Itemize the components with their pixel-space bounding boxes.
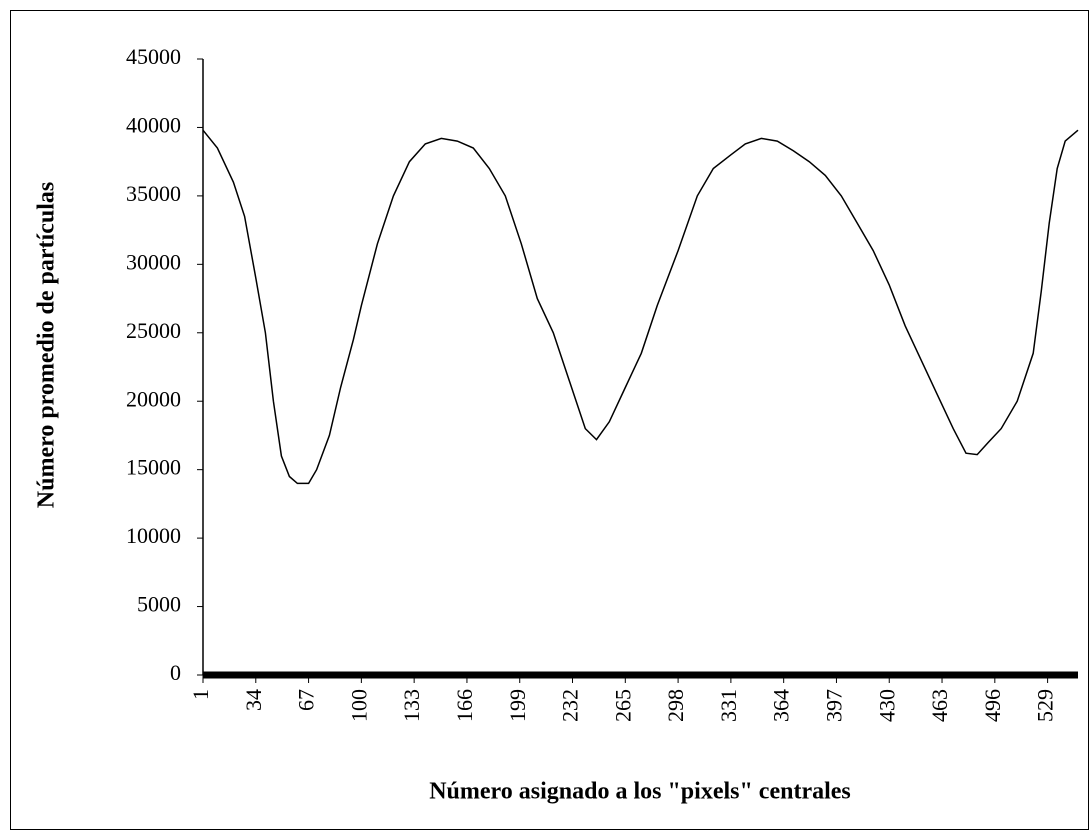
y-tick-label: 20000	[126, 386, 181, 411]
y-tick-label: 45000	[126, 44, 181, 69]
x-tick-label: 133	[399, 689, 424, 722]
x-tick-label: 1	[188, 689, 213, 700]
y-tick-label: 0	[170, 660, 181, 685]
x-tick-label: 331	[716, 689, 741, 722]
x-tick-label: 298	[663, 689, 688, 722]
x-tick-label: 529	[1033, 689, 1058, 722]
frame	[10, 10, 1089, 830]
x-tick-label: 232	[558, 689, 583, 722]
y-tick-label: 15000	[126, 455, 181, 480]
x-tick-label: 430	[874, 689, 899, 722]
x-tick-label: 199	[505, 689, 530, 722]
x-tick-label: 364	[769, 689, 794, 722]
data-line	[202, 129, 1079, 485]
x-tick-label: 34	[241, 689, 266, 711]
x-tick-label: 397	[822, 689, 847, 722]
y-tick-label: 35000	[126, 181, 181, 206]
y-tick-label: 10000	[126, 523, 181, 548]
x-tick-label: 496	[980, 689, 1005, 722]
x-tick-label: 67	[294, 689, 319, 711]
x-tick-label: 166	[452, 689, 477, 722]
y-tick-label: 25000	[126, 318, 181, 343]
y-axis-title: Número promedio de partículas	[34, 182, 60, 508]
y-tick-label: 5000	[137, 592, 181, 617]
y-tick-label: 40000	[126, 112, 181, 137]
x-axis-title: Número asignado a los "pixels" centrales	[429, 779, 851, 805]
y-tick-label: 30000	[126, 249, 181, 274]
x-tick-label: 100	[346, 689, 371, 722]
x-tick-label: 265	[610, 689, 635, 722]
x-tick-label: 463	[927, 689, 952, 722]
